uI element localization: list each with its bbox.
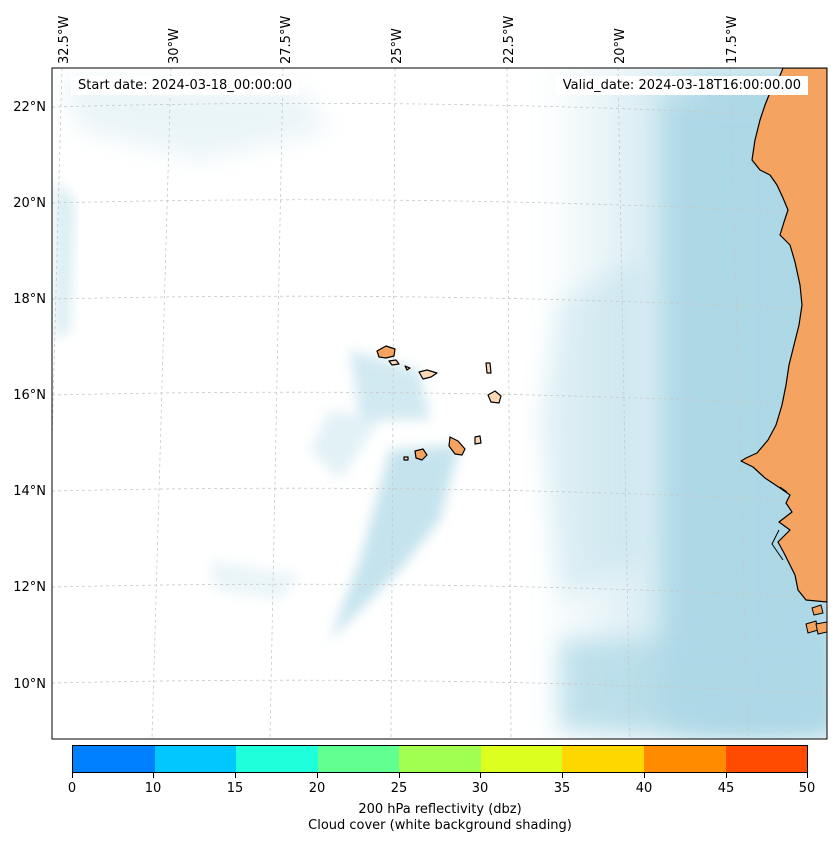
cloud-band-coast <box>665 100 785 720</box>
lat-label: 16°N <box>13 388 46 403</box>
island-santa-luzia <box>404 365 411 371</box>
gambia-river <box>771 529 784 561</box>
island-boa-vista <box>487 390 502 404</box>
colorbar-tick <box>399 773 400 778</box>
island-maio <box>474 435 482 445</box>
colorbar-tick-label: 45 <box>717 781 735 796</box>
colorbar-title: 200 hPa reflectivity (dbz) <box>358 802 522 817</box>
island-sao-nicolau <box>418 369 438 380</box>
gridline-lat-20 <box>52 199 827 215</box>
map-frame <box>51 67 828 740</box>
lat-label: 12°N <box>13 580 46 595</box>
colorbar-tick-label: 35 <box>553 781 571 796</box>
bijagos-island-1 <box>811 604 824 616</box>
colorbar-tick-label: 20 <box>308 781 326 796</box>
gridline-lon-25 <box>390 68 396 739</box>
colorbar-tick-label: 10 <box>144 781 162 796</box>
colorbar-tick <box>153 773 154 778</box>
longitude-labels: 32.5°W 30°W 27.5°W 25°W 22.5°W 20°W 17.5… <box>57 16 740 64</box>
cloud-streak-west-islands <box>310 410 380 480</box>
lat-label: 20°N <box>13 196 46 211</box>
lon-label: 25°W <box>390 28 405 64</box>
cape-verde-islands <box>376 345 502 461</box>
island-sal <box>485 362 492 374</box>
colorbar-tick-label: 30 <box>471 781 489 796</box>
colorbar-tick-label: 15 <box>226 781 244 796</box>
valid-date-label: Valid_date: 2024-03-18T16:00:00.00 <box>555 76 808 95</box>
colorbar-tick-label: 50 <box>798 781 816 796</box>
lat-label: 14°N <box>13 484 46 499</box>
gridline-lat-12 <box>52 583 827 599</box>
colorbar-tick <box>562 773 563 778</box>
lon-label: 32.5°W <box>57 16 72 64</box>
colorbar-segment <box>643 746 726 772</box>
gridline-lon-22-5 <box>506 68 512 739</box>
lon-label: 27.5°W <box>279 16 294 64</box>
latitude-labels: 22°N 20°N 18°N 16°N 14°N 12°N 10°N <box>13 100 46 692</box>
colorbar-subtitle: Cloud cover (white background shading) <box>308 818 572 833</box>
africa-coastline <box>740 68 827 603</box>
graticule <box>52 68 827 739</box>
cloud-patch-southwest <box>210 560 300 600</box>
island-fogo <box>414 448 428 461</box>
colorbar-tick-label: 40 <box>635 781 653 796</box>
colorbar-tick <box>235 773 236 778</box>
lat-label: 10°N <box>13 677 46 692</box>
colorbar-tick <box>726 773 727 778</box>
cloud-patch-central-east <box>540 260 640 600</box>
colorbar-segment <box>562 746 644 772</box>
gridline-lon-20 <box>617 68 631 739</box>
cloud-streak-south-islands <box>330 445 460 640</box>
gridline-lat-14 <box>52 487 827 503</box>
colorbar-segment <box>154 746 237 772</box>
colorbar-tick <box>644 773 645 778</box>
gridline-lon-17-5 <box>729 68 749 739</box>
colorbar-tick <box>72 773 73 778</box>
gridline-lon-27-5 <box>269 68 284 739</box>
colorbar-segment <box>236 746 318 772</box>
colorbar-segment <box>399 746 481 772</box>
cloud-band-south <box>560 640 820 730</box>
island-santo-antao <box>376 345 396 359</box>
colorbar-segment <box>317 746 400 772</box>
colorbar-segment <box>725 746 808 772</box>
colorbar-tick <box>480 773 481 778</box>
colorbar-tick-label: 0 <box>67 781 77 796</box>
lat-label: 22°N <box>13 100 46 115</box>
lon-label: 22.5°W <box>502 16 517 64</box>
lat-label: 18°N <box>13 292 46 307</box>
island-brava <box>403 456 409 461</box>
gridline-lat-18 <box>52 295 827 311</box>
gridline-lat-16 <box>52 391 827 407</box>
colorbar-tick <box>807 773 808 778</box>
start-date-label: Start date: 2024-03-18_00:00:00 <box>71 76 300 95</box>
lon-label: 17.5°W <box>725 16 740 64</box>
lon-label: 30°W <box>167 28 182 64</box>
colorbar-segment <box>73 746 155 772</box>
island-sao-vicente <box>388 359 400 366</box>
gridline-lat-22 <box>52 102 827 119</box>
bijagos-island-3 <box>815 621 827 635</box>
island-santiago <box>448 436 466 456</box>
cloud-patch-west-edge <box>55 180 75 340</box>
colorbar-tick-label: 25 <box>390 781 408 796</box>
gridline-lat-10 <box>52 679 827 695</box>
colorbar-segment <box>480 746 563 772</box>
cloud-patch-northwest <box>60 80 330 160</box>
colorbar-tick <box>317 773 318 778</box>
cap-vert-detail <box>779 486 788 493</box>
colorbar <box>72 745 808 773</box>
gridline-lon-30 <box>151 68 172 739</box>
lon-label: 20°W <box>613 28 628 64</box>
